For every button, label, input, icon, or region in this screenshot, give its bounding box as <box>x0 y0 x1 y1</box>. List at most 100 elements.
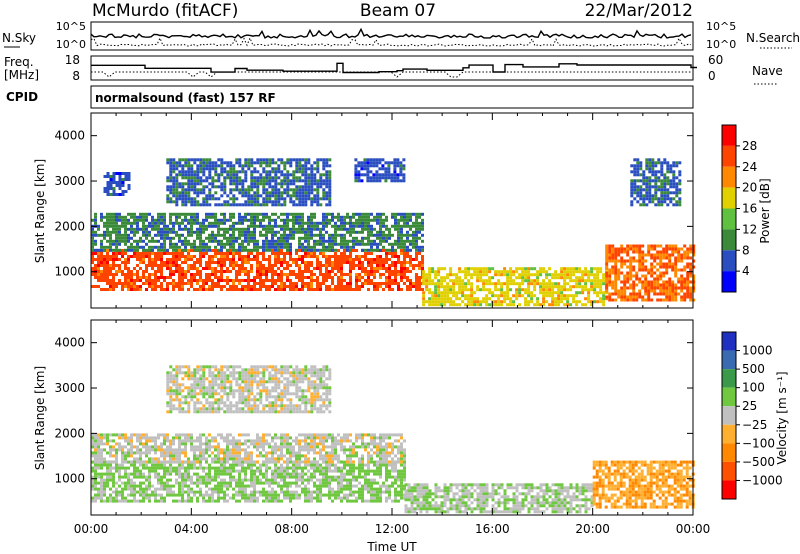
heatmap-cell <box>446 288 450 292</box>
heatmap-cell <box>133 245 136 249</box>
heatmap-cell <box>331 270 334 273</box>
heatmap-cell <box>379 276 382 279</box>
heatmap-cell <box>262 161 266 165</box>
heatmap-cell <box>106 224 109 228</box>
heatmap-cell <box>650 298 654 302</box>
heatmap-cell <box>241 264 244 267</box>
heatmap-cell <box>443 285 447 289</box>
heatmap-cell <box>666 182 670 186</box>
heatmap-cell <box>581 303 585 307</box>
heatmap-cell <box>554 285 558 289</box>
heatmap-cell <box>190 496 193 500</box>
heatmap-cell <box>422 270 426 274</box>
heatmap-cell <box>645 194 649 198</box>
heatmap-cell <box>409 212 412 216</box>
heatmap-cell <box>121 261 124 264</box>
heatmap-cell <box>400 249 403 252</box>
heatmap-cell <box>178 164 182 168</box>
heatmap-cell <box>316 264 319 267</box>
heatmap-cell <box>322 273 325 276</box>
heatmap-cell <box>91 248 94 252</box>
heatmap-cell <box>316 161 320 165</box>
heatmap-cell <box>148 252 151 255</box>
heatmap-cell <box>220 158 224 162</box>
heatmap-cell <box>283 188 287 192</box>
heatmap-cell <box>304 158 308 162</box>
heatmap-cell <box>295 194 299 198</box>
heatmap-cell <box>109 245 112 249</box>
heatmap-cell <box>103 255 106 258</box>
heatmap-cell <box>148 273 151 276</box>
heatmap-cell <box>199 227 202 231</box>
heatmap-cell <box>280 478 283 482</box>
heatmap-cell <box>343 249 346 252</box>
heatmap-cell <box>253 200 257 204</box>
heatmap-cell <box>271 188 275 192</box>
heatmap-cell <box>289 279 292 282</box>
heatmap-cell <box>669 185 673 189</box>
heatmap-cell <box>166 264 169 267</box>
heatmap-cell <box>415 276 418 279</box>
heatmap-cell <box>268 197 272 201</box>
heatmap-cell <box>94 478 97 482</box>
heatmap-cell <box>250 158 254 162</box>
heatmap-cell <box>274 248 277 252</box>
heatmap-cell <box>112 248 115 252</box>
heatmap-cell <box>560 300 564 304</box>
heatmap-cell <box>394 273 397 276</box>
heatmap-cell <box>304 170 308 174</box>
heatmap-cell <box>202 179 206 183</box>
heatmap-cell <box>247 224 250 228</box>
heatmap-cell <box>328 176 332 180</box>
heatmap-cell <box>566 297 570 301</box>
heatmap-cell <box>376 258 379 261</box>
heatmap-cell <box>238 252 241 255</box>
heatmap-cell <box>307 185 311 189</box>
heatmap-cell <box>373 273 376 276</box>
heatmap-cell <box>452 282 456 286</box>
heatmap-cell <box>418 212 421 216</box>
heatmap-cell <box>304 176 308 180</box>
heatmap-cell <box>536 282 540 286</box>
heatmap-cell <box>118 227 121 231</box>
heatmap-cell <box>190 224 193 228</box>
heatmap-cell <box>160 261 163 264</box>
heatmap-cell <box>536 303 540 307</box>
heatmap-cell <box>665 280 669 284</box>
heatmap-cell <box>443 291 447 295</box>
heatmap-cell <box>292 282 295 285</box>
heatmap-cell <box>657 203 661 207</box>
heatmap-cell <box>659 253 663 257</box>
heatmap-cell <box>319 264 322 267</box>
heatmap-cell <box>662 289 666 293</box>
heatmap-cell <box>268 224 271 228</box>
heatmap-cell <box>124 496 127 500</box>
heatmap-cell <box>390 176 394 180</box>
heatmap-cell <box>133 227 136 231</box>
heatmap-cell <box>620 280 624 284</box>
heatmap-cell <box>304 227 307 231</box>
heatmap-cell <box>289 499 292 503</box>
heatmap-cell <box>187 233 190 237</box>
heatmap-cell <box>660 179 664 183</box>
heatmap-cell <box>316 285 319 288</box>
heatmap-cell <box>644 286 648 290</box>
heatmap-cell <box>316 221 319 225</box>
heatmap-cell <box>286 285 289 288</box>
heatmap-cell <box>283 191 287 195</box>
heatmap-cell <box>214 164 218 168</box>
heatmap-cell <box>208 288 211 291</box>
heatmap-cell <box>319 158 323 162</box>
heatmap-cell <box>542 288 546 292</box>
heatmap-cell <box>590 282 594 286</box>
heatmap-cell <box>641 259 645 263</box>
heatmap-cell <box>675 191 679 195</box>
heatmap-cell <box>307 230 310 234</box>
heatmap-cell <box>488 282 492 286</box>
heatmap-cell <box>184 478 187 482</box>
heatmap-cell <box>620 256 624 260</box>
heatmap-cell <box>298 255 301 258</box>
heatmap-cell <box>172 200 176 204</box>
heatmap-cell <box>175 197 179 201</box>
